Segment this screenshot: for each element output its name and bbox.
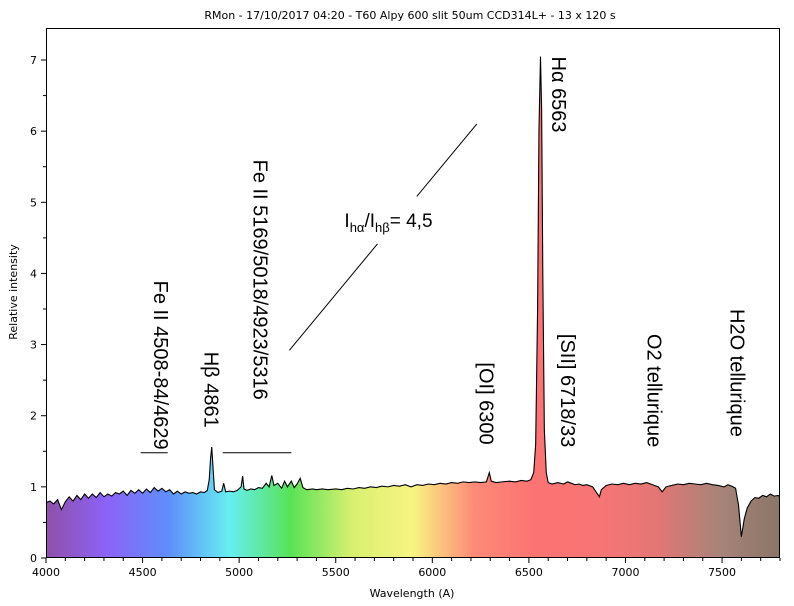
annotation-layer: Fe II 4508-84/4629 Hβ 4861 Fe II 5169/5018… [140,57,748,454]
y-tick-label: 4 [30,267,37,280]
y-tick-label: 1 [30,481,37,494]
x-tick-label: 4500 [129,566,157,579]
x-tick-label: 7500 [708,566,736,579]
y-tick-label: 3 [30,339,37,352]
y-axis: 0 1 2 3 4 5 6 7 [30,54,46,565]
x-axis-title: Wavelength (A) [370,587,455,600]
x-tick-label: 6000 [418,566,446,579]
ratio-leader-line [416,123,478,197]
x-tick-label: 5500 [322,566,350,579]
line-annotation: O2 tellurique [643,334,665,447]
x-tick-label: 5000 [225,566,253,579]
x-tick-label: 4000 [32,566,60,579]
spectrum-line [46,56,780,537]
y-tick-label: 0 [30,552,37,565]
y-tick-label: 7 [30,54,37,67]
line-annotation: H2O tellurique [726,309,748,437]
y-axis-title: Relative intensity [7,244,20,340]
line-annotation: [OI] 6300 [475,362,497,444]
x-tick-label: 7000 [611,566,639,579]
line-annotation: Fe II 4508-84/4629 [149,281,171,450]
y-tick-label: 6 [30,125,37,138]
ratio-leader-line [288,243,378,351]
y-tick-label: 2 [30,410,37,423]
line-annotation: Hβ 4861 [199,352,221,428]
line-annotation: Hα 6563 [547,57,569,133]
plot-frame [46,28,780,558]
line-annotation: Fe II 5169/5018/4923/5316 [249,160,271,400]
chart-title: RMon - 17/10/2017 04:20 - T60 Alpy 600 s… [204,9,616,22]
line-annotation: [SII] 6718/33 [556,334,578,447]
y-tick-label: 5 [30,196,37,209]
x-tick-label: 6500 [515,566,543,579]
x-axis: 4000 4500 5000 5500 6000 6500 7000 7500 [32,558,781,579]
ratio-annotation: Ihα/Ihβ= 4,5 [344,211,432,235]
spectrum-area-fill [46,56,780,558]
